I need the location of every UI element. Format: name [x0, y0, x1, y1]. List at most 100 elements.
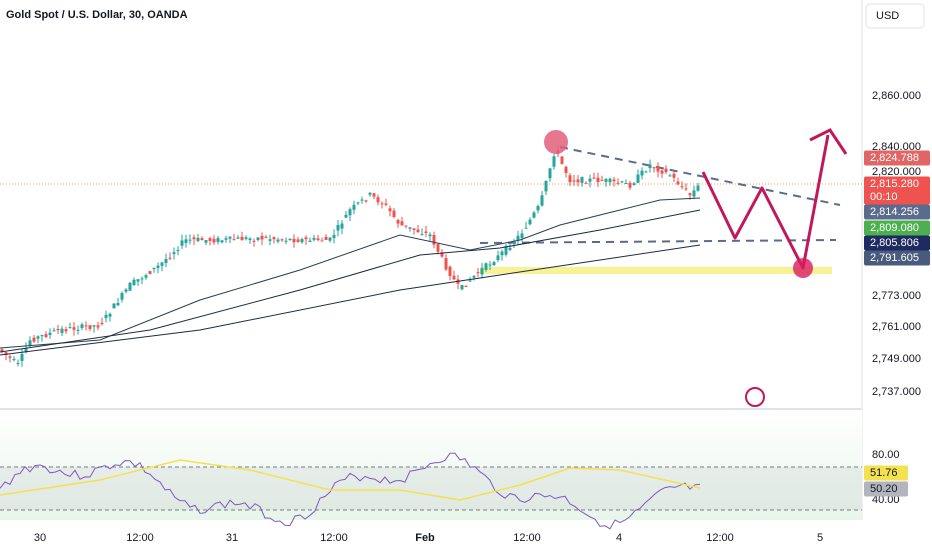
candle-body — [172, 252, 176, 254]
price-tag — [864, 204, 930, 220]
rsi-label: 40.00 — [872, 494, 900, 506]
time-label: 12:00 — [706, 532, 734, 544]
candle-body — [536, 206, 540, 211]
candle-body — [116, 302, 120, 306]
candle-body — [564, 166, 568, 173]
candle-body — [108, 313, 112, 317]
target-marker — [793, 258, 813, 278]
candles — [0, 145, 700, 367]
candle-body — [40, 335, 44, 337]
candle-body — [80, 324, 84, 328]
candle-body — [524, 227, 528, 229]
price-tag-label: 2,805.806 — [870, 237, 919, 249]
candle-body — [576, 179, 580, 183]
candle-body — [232, 239, 236, 241]
candle-body — [452, 275, 456, 280]
candle-body — [492, 262, 496, 266]
candle-body — [276, 239, 280, 242]
candle-body — [132, 279, 136, 286]
candle-body — [628, 182, 632, 188]
ma-fast — [0, 197, 701, 349]
candle-body — [476, 272, 480, 274]
candle-body — [208, 238, 212, 241]
candle-body — [436, 244, 440, 252]
high-marker — [544, 130, 568, 154]
candle-body — [500, 251, 504, 256]
candle-body — [316, 238, 320, 241]
candle-body — [684, 188, 688, 190]
ma-slow — [0, 244, 701, 356]
candle-body — [160, 262, 164, 266]
candle-body — [568, 175, 572, 183]
candle-body — [396, 220, 400, 224]
candle-body — [496, 255, 500, 261]
candle-body — [372, 193, 376, 197]
price-tag-label: 2,791.605 — [870, 252, 919, 264]
candle-body — [380, 203, 384, 205]
candle-body — [616, 182, 620, 184]
candle-body — [412, 228, 416, 230]
candle-body — [308, 240, 312, 242]
candle-body — [184, 239, 188, 243]
candle-body — [404, 225, 408, 227]
candle-body — [532, 212, 536, 218]
candle-body — [448, 266, 452, 277]
candle-body — [592, 177, 596, 179]
candle-body — [332, 235, 336, 239]
price-label: 2,761.000 — [872, 321, 921, 333]
currency-button[interactable] — [865, 3, 925, 29]
candle-body — [300, 239, 304, 243]
candle-body — [224, 238, 228, 240]
candle-body — [196, 237, 200, 241]
candle-body — [608, 178, 612, 183]
time-label: 30 — [34, 532, 46, 544]
candle-body — [88, 325, 92, 329]
candle-body — [424, 231, 428, 233]
candle-body — [268, 239, 272, 241]
candle-body — [400, 221, 404, 226]
candle-body — [216, 238, 220, 242]
candle-body — [668, 175, 672, 177]
candle-body — [64, 329, 68, 332]
candle-body — [648, 164, 652, 169]
candle-body — [488, 264, 492, 266]
candle-body — [248, 238, 252, 241]
candle-body — [16, 362, 20, 364]
time-label: 12:00 — [320, 532, 348, 544]
event-icon[interactable] — [745, 387, 765, 407]
candle-body — [652, 167, 656, 169]
candle-body — [240, 236, 244, 241]
ma-mid — [0, 209, 701, 353]
candle-body — [76, 329, 80, 331]
candle-body — [480, 268, 484, 275]
candle-body — [620, 181, 624, 183]
candle-body — [408, 227, 412, 229]
candle-body — [144, 275, 148, 278]
candle-body — [484, 263, 488, 270]
currency-label[interactable]: USD — [876, 10, 899, 22]
candle-body — [432, 235, 436, 245]
candle-body — [348, 209, 352, 216]
rsi-tag — [864, 465, 908, 481]
candle-body — [48, 332, 52, 335]
candle-body — [164, 258, 168, 263]
candle-body — [324, 237, 328, 240]
candle-body — [104, 314, 108, 319]
candle-body — [356, 202, 360, 204]
candle-body — [100, 322, 104, 325]
countdown: 00:10 — [870, 191, 898, 203]
support-zone — [480, 267, 832, 274]
candle-body — [688, 193, 692, 196]
candle-body — [32, 337, 36, 342]
time-label: 4 — [616, 532, 622, 544]
candle-body — [68, 327, 72, 329]
rsi-label: 80.00 — [872, 449, 900, 461]
candle-body — [364, 200, 368, 202]
candle-body — [288, 238, 292, 241]
candle-body — [664, 168, 668, 173]
candle-body — [560, 156, 564, 164]
candle-body — [548, 168, 552, 179]
time-label: 12:00 — [126, 532, 154, 544]
candle-body — [28, 340, 32, 346]
